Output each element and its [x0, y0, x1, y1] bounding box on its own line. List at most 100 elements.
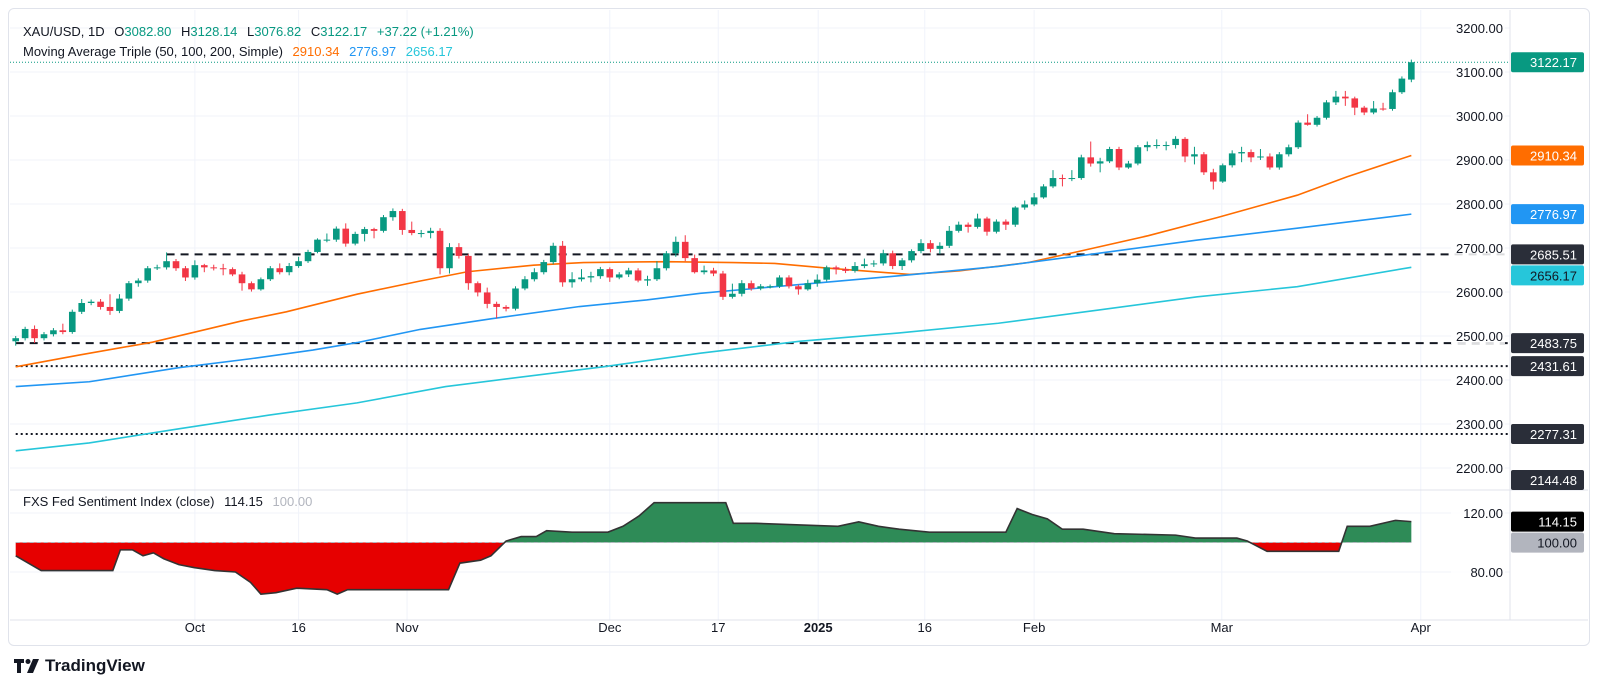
candle-body[interactable]: [738, 283, 746, 294]
ma-legend-name[interactable]: Moving Average Triple (50, 100, 200, Sim…: [23, 44, 283, 59]
moving-average-line[interactable]: [15, 213, 1412, 388]
candle-body[interactable]: [1059, 178, 1066, 180]
candle-body[interactable]: [1228, 153, 1236, 166]
candle-body[interactable]: [559, 245, 566, 283]
candle-body[interactable]: [323, 239, 331, 241]
candle-body[interactable]: [257, 279, 265, 290]
candle-body[interactable]: [842, 269, 849, 271]
candle-body[interactable]: [1360, 107, 1368, 113]
candle-body[interactable]: [351, 233, 359, 244]
candle-body[interactable]: [974, 218, 981, 227]
candle-body[interactable]: [97, 301, 104, 307]
candle-body[interactable]: [691, 258, 698, 273]
candle-body[interactable]: [578, 277, 585, 280]
candle-body[interactable]: [955, 224, 962, 231]
candle-body[interactable]: [134, 280, 142, 284]
candle-body[interactable]: [399, 211, 406, 230]
candle-body[interactable]: [144, 268, 152, 281]
candle-body[interactable]: [1379, 108, 1387, 110]
candle-body[interactable]: [276, 268, 284, 273]
candle-body[interactable]: [1266, 156, 1274, 168]
candle-body[interactable]: [380, 217, 387, 231]
candle-body[interactable]: [389, 211, 397, 218]
candle-body[interactable]: [644, 279, 651, 281]
candle-body[interactable]: [898, 260, 906, 267]
candle-body[interactable]: [78, 303, 86, 312]
candle-body[interactable]: [267, 268, 274, 280]
candle-body[interactable]: [625, 270, 632, 275]
candle-body[interactable]: [870, 263, 878, 265]
candle-body[interactable]: [879, 253, 887, 264]
candle-body[interactable]: [1049, 178, 1057, 187]
candle-body[interactable]: [1144, 145, 1151, 148]
candle-body[interactable]: [1389, 92, 1396, 109]
candle-body[interactable]: [795, 286, 802, 290]
candle-body[interactable]: [1323, 102, 1330, 118]
candle-body[interactable]: [427, 230, 434, 234]
candle-body[interactable]: [1351, 98, 1359, 108]
candle-body[interactable]: [502, 306, 510, 309]
candle-body[interactable]: [1313, 117, 1321, 125]
candle-body[interactable]: [210, 267, 218, 269]
candle-body[interactable]: [908, 251, 915, 261]
candle-body[interactable]: [1191, 154, 1198, 157]
candle-body[interactable]: [474, 283, 482, 293]
candle-body[interactable]: [785, 277, 793, 287]
candle-body[interactable]: [1115, 149, 1123, 168]
candle-body[interactable]: [568, 279, 576, 283]
candle-body[interactable]: [757, 286, 764, 289]
candle-body[interactable]: [1002, 221, 1010, 225]
candle-body[interactable]: [851, 266, 859, 271]
candle-body[interactable]: [455, 247, 463, 256]
candle-body[interactable]: [719, 273, 727, 297]
candle-body[interactable]: [1294, 122, 1302, 148]
candle-body[interactable]: [1342, 96, 1349, 99]
candle-body[interactable]: [927, 243, 934, 249]
candle-body[interactable]: [540, 262, 548, 273]
candle-body[interactable]: [116, 298, 123, 311]
candle-body[interactable]: [531, 272, 538, 280]
candle-body[interactable]: [804, 283, 812, 290]
candle-body[interactable]: [936, 245, 944, 249]
candle-body[interactable]: [304, 251, 312, 262]
candle-body[interactable]: [1304, 122, 1311, 125]
candle-body[interactable]: [1087, 157, 1095, 164]
candle-body[interactable]: [964, 224, 972, 227]
indicator-line[interactable]: [15, 501, 1412, 595]
candle-body[interactable]: [1219, 165, 1227, 182]
candle-body[interactable]: [832, 267, 840, 270]
candle-body[interactable]: [634, 270, 642, 281]
candle-body[interactable]: [182, 268, 189, 278]
candle-body[interactable]: [1106, 149, 1113, 162]
candle-body[interactable]: [493, 303, 500, 307]
candle-body[interactable]: [342, 228, 350, 244]
candle-body[interactable]: [1172, 138, 1179, 146]
candle-body[interactable]: [87, 301, 95, 303]
candle-body[interactable]: [1276, 154, 1283, 168]
candle-body[interactable]: [465, 255, 472, 284]
candle-body[interactable]: [1200, 154, 1208, 173]
moving-average-line[interactable]: [15, 266, 1412, 452]
candle-body[interactable]: [219, 268, 227, 270]
candle-body[interactable]: [889, 253, 896, 267]
candle-body[interactable]: [512, 288, 519, 309]
candle-body[interactable]: [68, 311, 76, 333]
candle-body[interactable]: [1181, 138, 1189, 157]
candle-body[interactable]: [917, 243, 925, 252]
candle-body[interactable]: [408, 229, 416, 234]
candle-body[interactable]: [436, 230, 444, 269]
candle-body[interactable]: [1030, 197, 1038, 205]
candle-body[interactable]: [813, 279, 821, 284]
candle-body[interactable]: [1332, 96, 1340, 103]
candle-body[interactable]: [1398, 78, 1406, 93]
candle-body[interactable]: [766, 286, 774, 288]
candle-body[interactable]: [1077, 157, 1085, 179]
candle-body[interactable]: [606, 269, 614, 278]
candle-body[interactable]: [1257, 156, 1264, 158]
indicator-name[interactable]: FXS Fed Sentiment Index (close): [23, 494, 215, 509]
candle-body[interactable]: [823, 267, 830, 280]
candle-body[interactable]: [1210, 172, 1217, 182]
candle-body[interactable]: [59, 330, 67, 333]
tradingview-logo[interactable]: TradingView: [14, 656, 145, 676]
candle-body[interactable]: [776, 277, 783, 287]
